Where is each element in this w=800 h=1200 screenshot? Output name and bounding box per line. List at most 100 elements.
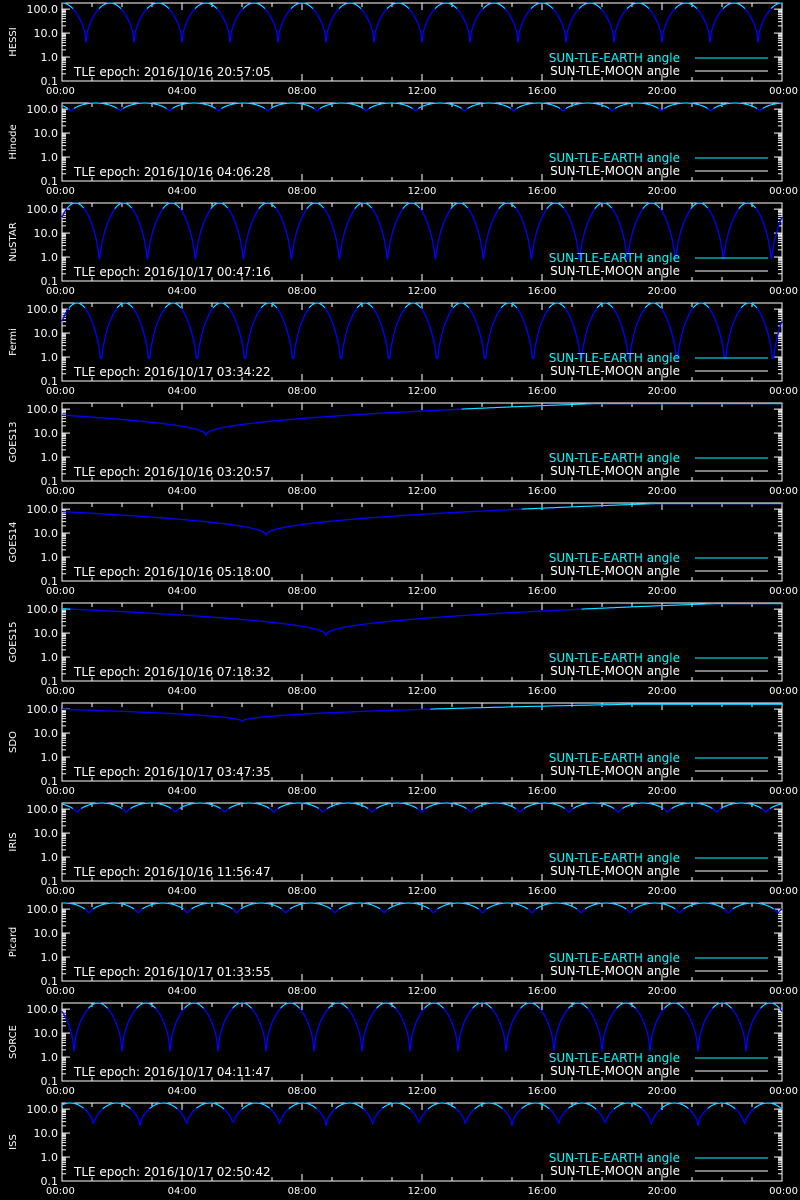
legend-moon-label: SUN-TLE-MOON angle <box>550 1064 680 1078</box>
y-axis-label: Picard <box>8 927 19 958</box>
tle-epoch-label: TLE epoch: 2016/10/17 00:47:16 <box>73 265 271 279</box>
y-axis-label: Fermi <box>8 328 19 356</box>
x-tick-label: 00:00 <box>46 686 75 697</box>
y-axis-label: ISS <box>8 1134 19 1150</box>
sun-earth-angle-highlight <box>88 1002 780 1009</box>
x-tick-label: 04:00 <box>168 786 197 797</box>
sun-earth-angle-curve <box>61 302 783 359</box>
y-axis-label: GOES13 <box>8 421 19 462</box>
legend-moon-label: SUN-TLE-MOON angle <box>550 964 680 978</box>
x-tick-label: 16:00 <box>528 586 557 597</box>
x-tick-label: 00:00 <box>769 1086 798 1097</box>
y-tick-label: 0.1 <box>41 75 59 88</box>
y-tick-label: 0.1 <box>41 975 59 988</box>
y-tick-label: 1.0 <box>41 51 59 64</box>
x-tick-label: 20:00 <box>648 986 677 997</box>
tle-epoch-label: TLE epoch: 2016/10/17 02:50:42 <box>73 1165 271 1179</box>
sun-earth-angle-curve <box>61 2 783 43</box>
sun-earth-angle-highlight <box>68 302 758 309</box>
y-tick-label: 10.0 <box>34 1127 59 1140</box>
x-tick-label: 04:00 <box>168 1086 197 1097</box>
sun-earth-angle-highlight <box>61 102 782 109</box>
sun-earth-angle-highlight <box>61 1102 783 1110</box>
legend-earth-label: SUN-TLE-EARTH angle <box>549 451 680 465</box>
x-tick-label: 04:00 <box>168 186 197 197</box>
x-tick-label: 00:00 <box>769 86 798 97</box>
y-tick-label: 1.0 <box>41 851 59 864</box>
x-tick-label: 08:00 <box>288 986 317 997</box>
x-tick-label: 08:00 <box>288 486 317 497</box>
legend-moon-label: SUN-TLE-MOON angle <box>550 64 680 78</box>
chart-panel-sorce: 100.010.01.00.100:00 04:00 08:00 12:00 16:00… <box>8 1002 798 1097</box>
y-axis-label: NuSTAR <box>8 222 19 261</box>
y-tick-label: 0.1 <box>41 1175 59 1188</box>
chart-panel-hessi: 100.010.01.00.100:00 04:00 08:00 12:00 16:00… <box>8 2 798 97</box>
x-tick-label: 04:00 <box>168 86 197 97</box>
x-tick-label: 20:00 <box>648 886 677 897</box>
y-axis-label: IRIS <box>8 832 19 851</box>
y-tick-label: 0.1 <box>41 1075 59 1088</box>
y-tick-label: 0.1 <box>41 375 59 388</box>
x-tick-label: 12:00 <box>408 186 437 197</box>
x-tick-label: 00:00 <box>46 1186 75 1197</box>
y-tick-label: 10.0 <box>34 427 59 440</box>
x-tick-label: 16:00 <box>528 686 557 697</box>
y-tick-label: 10.0 <box>34 127 59 140</box>
legend-earth-label: SUN-TLE-EARTH angle <box>549 151 680 165</box>
x-tick-label: 16:00 <box>528 186 557 197</box>
y-tick-label: 1.0 <box>41 151 59 164</box>
x-tick-label: 04:00 <box>168 686 197 697</box>
sun-earth-angle-highlight <box>61 2 783 9</box>
tle-epoch-label: TLE epoch: 2016/10/17 04:11:47 <box>73 1065 271 1079</box>
legend-earth-label: SUN-TLE-EARTH angle <box>549 351 680 365</box>
x-tick-label: 12:00 <box>408 686 437 697</box>
x-tick-label: 08:00 <box>288 86 317 97</box>
x-tick-label: 08:00 <box>288 886 317 897</box>
y-tick-label: 0.1 <box>41 575 59 588</box>
x-tick-label: 20:00 <box>648 186 677 197</box>
chart-panel-nustar: 100.010.01.00.100:00 04:00 08:00 12:00 16:00… <box>8 202 798 297</box>
x-tick-label: 00:00 <box>769 386 798 397</box>
sun-earth-angle-highlight <box>61 603 782 610</box>
y-tick-label: 100.0 <box>27 3 59 16</box>
x-tick-label: 00:00 <box>769 986 798 997</box>
y-tick-label: 10.0 <box>34 727 59 740</box>
x-tick-label: 04:00 <box>168 286 197 297</box>
legend-earth-label: SUN-TLE-EARTH angle <box>549 651 680 665</box>
x-tick-label: 08:00 <box>288 1086 317 1097</box>
x-tick-label: 00:00 <box>769 786 798 797</box>
x-tick-label: 20:00 <box>648 786 677 797</box>
x-tick-label: 08:00 <box>288 286 317 297</box>
x-tick-label: 04:00 <box>168 986 197 997</box>
x-tick-label: 12:00 <box>408 286 437 297</box>
tle-epoch-label: TLE epoch: 2016/10/17 03:34:22 <box>73 365 271 379</box>
sun-earth-angle-highlight <box>66 202 756 210</box>
legend-moon-label: SUN-TLE-MOON angle <box>550 864 680 878</box>
y-tick-label: 100.0 <box>27 603 59 616</box>
sun-earth-angle-highlight <box>430 703 782 710</box>
y-tick-label: 10.0 <box>34 827 59 840</box>
x-tick-label: 16:00 <box>528 1186 557 1197</box>
y-axis-label: SDO <box>8 731 19 753</box>
y-axis-label: HESSI <box>8 27 19 56</box>
chart-panel-goes14: 100.010.01.00.100:00 04:00 08:00 12:00 16:00… <box>8 502 798 597</box>
legend-moon-label: SUN-TLE-MOON angle <box>550 164 680 178</box>
tle-epoch-label: TLE epoch: 2016/10/16 04:06:28 <box>73 165 271 179</box>
tle-epoch-label: TLE epoch: 2016/10/16 03:20:57 <box>73 465 271 479</box>
legend-earth-label: SUN-TLE-EARTH angle <box>549 551 680 565</box>
x-tick-label: 00:00 <box>46 386 75 397</box>
tle-epoch-label: TLE epoch: 2016/10/16 07:18:32 <box>73 665 271 679</box>
y-axis-label: SORCE <box>8 1025 19 1059</box>
chart-panel-sdo: 100.010.01.00.100:00 04:00 08:00 12:00 16:00… <box>8 702 798 797</box>
y-tick-label: 10.0 <box>34 27 59 40</box>
y-tick-label: 1.0 <box>41 451 59 464</box>
legend-earth-label: SUN-TLE-EARTH angle <box>549 251 680 265</box>
y-tick-label: 1.0 <box>41 951 59 964</box>
legend-moon-label: SUN-TLE-MOON angle <box>550 1164 680 1178</box>
x-tick-label: 12:00 <box>408 786 437 797</box>
x-tick-label: 12:00 <box>408 886 437 897</box>
legend-earth-label: SUN-TLE-EARTH angle <box>549 851 680 865</box>
x-tick-label: 00:00 <box>46 1086 75 1097</box>
sun-earth-angle-curve <box>61 202 783 260</box>
legend-earth-label: SUN-TLE-EARTH angle <box>549 51 680 65</box>
